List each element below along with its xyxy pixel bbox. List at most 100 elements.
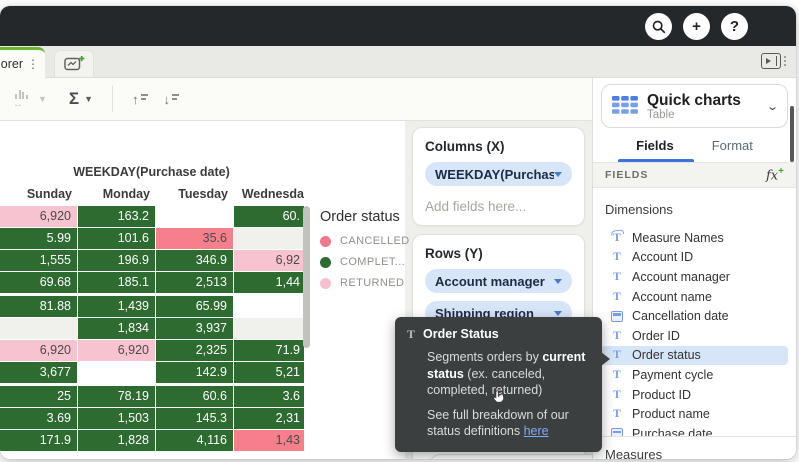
dimension-label: Purchase date (632, 426, 713, 436)
tab-strip: lorer ⋮ (0, 46, 796, 78)
heatmap-cell[interactable]: 185.1 (78, 272, 156, 294)
dimension-item[interactable]: T Product ID (601, 385, 788, 405)
plus-icon: + (692, 17, 701, 35)
selector-subtitle: Table (647, 108, 675, 121)
legend-item[interactable]: RETURNED (320, 277, 410, 289)
sort-ascending-button[interactable]: ↑ (132, 92, 148, 107)
pill-caret-icon[interactable] (554, 171, 562, 177)
table-row: 25 78.19 60.6 3.6 (0, 386, 304, 408)
heatmap-cell[interactable] (156, 206, 234, 228)
heatmap-cell[interactable]: 69.68 (0, 272, 78, 294)
dimension-label: Cancellation date (632, 309, 729, 324)
toolbar: ↔ ▼ Σ ▼ ↑ ↓ (0, 78, 592, 121)
help-button[interactable]: ? (721, 12, 748, 40)
heatmap-cell[interactable]: 6,92 (234, 250, 304, 272)
heatmap-cell[interactable]: 1,43 (234, 430, 304, 452)
heatmap-cell[interactable]: 6,920 (0, 340, 78, 362)
tab-menu-icon[interactable]: ⋮ (27, 57, 39, 71)
heatmap-cell[interactable]: 5.99 (0, 228, 78, 250)
heatmap-cell[interactable]: 4,116 (156, 430, 234, 452)
calendar-icon (611, 310, 623, 322)
pill-caret-icon[interactable] (554, 278, 562, 284)
dimension-item[interactable]: T Payment cycle (601, 365, 788, 385)
pill-weekday-purchase-date[interactable]: WEEKDAY(Purchase date) (425, 162, 572, 186)
heatmap-cell[interactable]: 1,555 (0, 250, 78, 272)
table-row: 81.88 1,439 65.99 (0, 296, 304, 318)
expand-panel-button[interactable] (761, 53, 786, 69)
add-button[interactable]: + (683, 12, 710, 40)
heatmap-cell[interactable]: 145.3 (156, 408, 234, 430)
heatmap-cell[interactable] (234, 318, 304, 340)
heatmap-cell[interactable]: 3,937 (156, 318, 234, 340)
heatmap-cell[interactable]: 1,834 (78, 318, 156, 340)
dimension-item[interactable]: Purchase date (601, 424, 788, 436)
heatmap-cell[interactable]: 1,503 (78, 408, 156, 430)
dimension-item[interactable]: T Product name (601, 404, 788, 424)
heatmap-cell[interactable]: 3,677 (0, 362, 78, 384)
heatmap-cell[interactable]: 6,920 (0, 206, 78, 228)
aggregate-sigma-icon[interactable]: Σ (68, 89, 80, 108)
heatmap-cell[interactable]: 3.6 (234, 386, 304, 408)
tab-fields[interactable]: Fields (636, 137, 674, 153)
heatmap-cell[interactable]: 1,44 (234, 272, 304, 294)
tooltip-footer: See full breakdown of our status definit… (427, 407, 569, 439)
pill-caret-icon[interactable] (554, 310, 562, 316)
search-button[interactable] (645, 12, 672, 40)
dimension-label: Order ID (632, 328, 680, 343)
tab-format[interactable]: Format (711, 137, 753, 153)
column-header: Wednesda (241, 187, 304, 201)
chart-type-caret-icon[interactable]: ▼ (38, 94, 47, 104)
panel-scrollbar[interactable] (790, 106, 794, 162)
heatmap-cell[interactable]: 2,513 (156, 272, 234, 294)
legend-item[interactable]: CANCELLED (320, 235, 410, 247)
table-scrollbar[interactable] (303, 206, 310, 348)
aggregate-caret-icon[interactable]: ▼ (84, 94, 94, 104)
heatmap-cell[interactable]: 142.9 (156, 362, 234, 384)
sort-descending-button[interactable]: ↓ (164, 92, 180, 107)
chart-type-selector[interactable]: Quick charts Table ⌄ (601, 84, 788, 128)
heatmap-cell[interactable]: 25 (0, 386, 78, 408)
definitions-link[interactable]: here (523, 424, 549, 438)
heatmap-cell[interactable] (234, 228, 304, 250)
heatmap-cell[interactable] (234, 296, 304, 318)
heatmap-cell[interactable]: 163.2 (78, 206, 156, 228)
heatmap-cell[interactable]: 60.6 (156, 386, 234, 408)
heatmap-cell[interactable] (0, 318, 78, 340)
heatmap-cell[interactable]: 101.6 (78, 228, 156, 250)
heatmap-cell[interactable]: 5,21 (234, 362, 304, 384)
heatmap-cell[interactable]: 78.19 (78, 386, 156, 408)
heatmap-cell[interactable]: 346.9 (156, 250, 234, 272)
dimension-item[interactable]: T Account ID (601, 248, 788, 268)
heatmap-cell[interactable]: 1,439 (78, 296, 156, 318)
dimension-item[interactable]: T Order status (601, 345, 788, 366)
heatmap-cell[interactable]: 60. (234, 206, 304, 228)
dimension-item[interactable]: T Measure Names (601, 228, 788, 248)
tab-explorer[interactable]: lorer ⋮ (0, 47, 45, 78)
tab-label: lorer (0, 57, 23, 71)
heatmap-cell[interactable]: 196.9 (78, 250, 156, 272)
column-header: Sunday (26, 187, 72, 201)
text-field-icon: T (613, 329, 621, 342)
heatmap-cell[interactable]: 65.99 (156, 296, 234, 318)
dimension-item[interactable]: Cancellation date (601, 306, 788, 326)
legend-item[interactable]: COMPLET... (320, 256, 410, 268)
heatmap-cell[interactable]: 171.9 (0, 430, 78, 452)
pill-account-manager[interactable]: Account manager (425, 269, 572, 293)
chart-type-icon[interactable]: ↔ (13, 90, 33, 110)
heatmap-cell[interactable]: 71.9 (234, 340, 304, 362)
dimension-item[interactable]: T Account name (601, 287, 788, 307)
heatmap-cell[interactable]: 2,31 (234, 408, 304, 430)
heatmap-cell[interactable]: 6,920 (78, 340, 156, 362)
heatmap-cell[interactable] (78, 362, 156, 384)
table-row: 6,920 163.2 60. (0, 206, 304, 228)
heatmap-cell[interactable]: 3.69 (0, 408, 78, 430)
add-calculated-field-button[interactable]: fx+ (766, 166, 784, 184)
dimension-item[interactable]: T Order ID (601, 326, 788, 346)
new-chart-tab-button[interactable] (54, 50, 94, 77)
dimension-item[interactable]: T Account manager (601, 267, 788, 287)
heatmap-cell[interactable]: 35.6 (156, 228, 234, 250)
heatmap-cell[interactable]: 1,828 (78, 430, 156, 452)
heatmap-cell[interactable]: 81.88 (0, 296, 78, 318)
heatmap-cell[interactable]: 2,325 (156, 340, 234, 362)
columns-shelf: Columns (X) WEEKDAY(Purchase date) Add f… (412, 127, 585, 226)
